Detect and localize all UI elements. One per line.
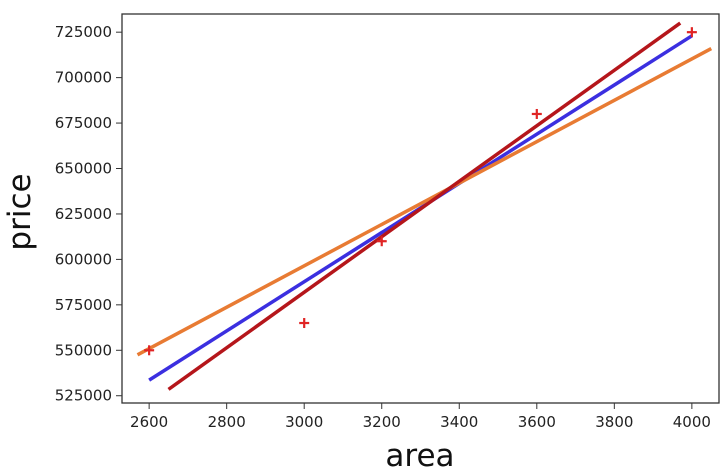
x-tick-label: 3600: [518, 413, 556, 431]
x-axis-ticks: 2600 2800 3000 3200 3400 3600 3800 4000: [130, 403, 711, 431]
x-tick-label: 2800: [208, 413, 246, 431]
x-tick-label: 2600: [130, 413, 168, 431]
y-axis-title: price: [2, 173, 38, 250]
y-tick-label: 575000: [55, 296, 112, 314]
x-tick-label: 3800: [595, 413, 633, 431]
regression-lines: [136, 21, 713, 391]
data-point: [376, 236, 387, 247]
y-tick-label: 550000: [55, 341, 112, 359]
y-tick-label: 700000: [55, 69, 112, 87]
scatter-points: [144, 27, 697, 356]
data-point: [686, 27, 697, 38]
x-tick-label: 3200: [363, 413, 401, 431]
y-tick-label: 675000: [55, 114, 112, 132]
regression-line: [136, 46, 713, 357]
y-tick-label: 725000: [55, 23, 112, 41]
y-tick-label: 525000: [55, 387, 112, 405]
y-tick-label: 600000: [55, 250, 112, 268]
x-axis-title: area: [385, 438, 454, 473]
data-point: [144, 345, 155, 356]
x-tick-label: 3000: [285, 413, 323, 431]
y-tick-label: 650000: [55, 160, 112, 178]
y-axis-ticks: 525000 550000 575000 600000 625000 650000 6750…: [55, 23, 122, 405]
regression-line: [167, 21, 682, 391]
data-point: [531, 108, 542, 119]
y-tick-label: 625000: [55, 205, 112, 223]
x-tick-label: 4000: [673, 413, 711, 431]
data-point: [299, 318, 310, 329]
x-tick-label: 3400: [440, 413, 478, 431]
